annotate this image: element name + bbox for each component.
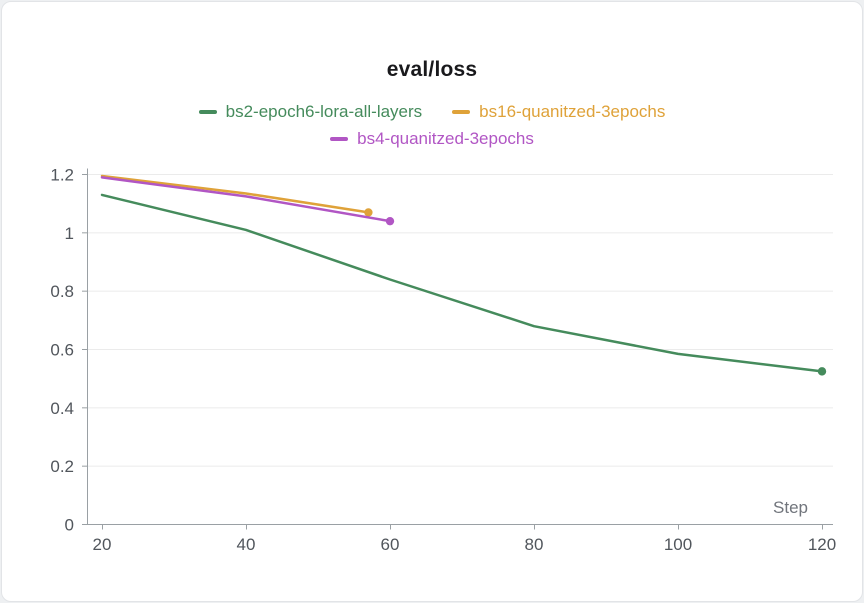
legend-item-bs4-quanitzed-3epochs[interactable]: bs4-quanitzed-3epochs [330, 129, 534, 149]
legend-swatch [452, 110, 471, 114]
y-tick-label: 0 [65, 516, 74, 535]
series-endpoint-bs4-quanitzed-3epochs [385, 216, 395, 226]
legend-swatch [198, 110, 217, 114]
series-line-bs2-epoch6-lora-all-layers[interactable] [100, 193, 824, 373]
x-tick-label: 120 [808, 535, 836, 554]
y-tick-label: 0.4 [50, 399, 74, 418]
series-line-bs4-quanitzed-3epochs[interactable] [100, 176, 392, 223]
legend-label: bs4-quanitzed-3epochs [357, 129, 534, 148]
x-tick-label: 60 [381, 535, 400, 554]
x-tick-label: 100 [664, 535, 692, 554]
series-endpoint-bs2-epoch6-lora-all-layers [817, 367, 827, 376]
y-tick-label: 0.8 [50, 282, 74, 301]
y-tick-label: 1.2 [50, 166, 74, 185]
y-tick-label: 0.6 [50, 341, 74, 360]
x-tick-label: 40 [237, 535, 256, 554]
legend-label: bs2-epoch6-lora-all-layers [225, 102, 423, 121]
x-axis-title: Step [773, 498, 808, 517]
legend-swatch [330, 137, 349, 141]
series-line-bs16-quanitzed-3epochs[interactable] [100, 174, 370, 214]
legend-item-bs16-quanitzed-3epochs[interactable]: bs16-quanitzed-3epochs [452, 102, 665, 122]
chart-legend: bs2-epoch6-lora-all-layers bs16-quanitzed… [92, 102, 772, 149]
x-tick-label: 20 [93, 535, 112, 554]
legend-item-bs2-epoch6-lora-all-layers[interactable]: bs2-epoch6-lora-all-layers [198, 102, 423, 122]
legend-label: bs16-quanitzed-3epochs [479, 102, 666, 121]
series-endpoint-bs16-quanitzed-3epochs [364, 208, 373, 217]
chart-title: eval/loss [386, 58, 478, 81]
y-tick-label: 0.2 [50, 457, 74, 476]
x-tick-label: 80 [525, 535, 544, 554]
y-tick-label: 1 [65, 224, 74, 243]
